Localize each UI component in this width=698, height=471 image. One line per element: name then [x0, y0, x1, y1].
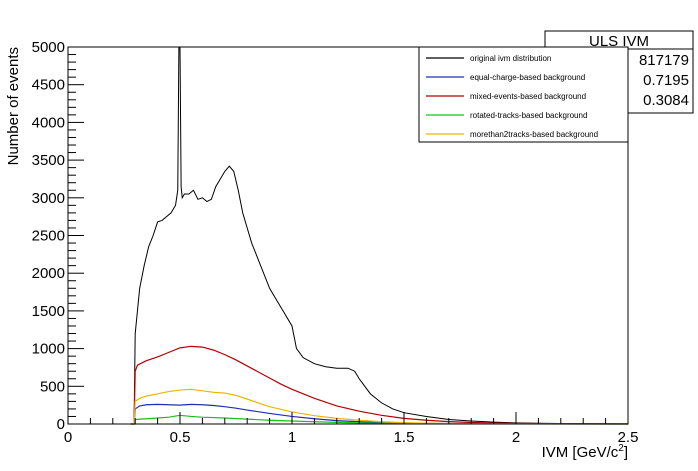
series-layer [130, 46, 629, 425]
y-tick-label: 0 [57, 416, 65, 433]
legend-label: equal-charge-based background [470, 73, 585, 82]
stats-box-value: 0.7195 [643, 72, 689, 89]
series-line-1 [130, 46, 629, 425]
y-tick-label: 3000 [32, 190, 65, 207]
y-tick-label: 1500 [32, 303, 65, 320]
series-line-5 [130, 388, 629, 425]
legend-label: mixed-events-based background [470, 92, 586, 101]
y-tick-label: 5000 [32, 39, 65, 56]
y-tick-label: 4500 [32, 77, 65, 94]
y-tick-label: 4000 [32, 114, 65, 131]
x-tick-label: 0 [64, 429, 72, 446]
y-tick-label: 3500 [32, 152, 65, 169]
x-tick-label: 2.5 [618, 429, 639, 446]
legend-label: rotated-tracks-based background [470, 111, 587, 120]
x-tick-label: 1.5 [394, 429, 415, 446]
legend-label: original ivm distribution [470, 54, 551, 63]
stats-box-values: 817179 0.7195 0.3084 [639, 52, 689, 109]
legend: original ivm distribution equal-charge-ba… [418, 46, 629, 143]
x-tick-label: 2 [512, 429, 520, 446]
legend-label: morethan2tracks-based background [470, 130, 598, 139]
x-tick-label: 0.5 [170, 429, 191, 446]
stats-box-value: 817179 [639, 52, 689, 69]
y-axis-title: Number of events [5, 47, 22, 165]
y-tick-label: 2500 [32, 228, 65, 245]
x-tick-label: 1 [288, 429, 296, 446]
y-tick-label: 1000 [32, 341, 65, 358]
stats-box-value: 0.3084 [643, 92, 689, 109]
series-line-4 [130, 414, 629, 425]
legend-frame [418, 46, 629, 143]
legend-items: original ivm distribution equal-charge-ba… [426, 54, 598, 139]
stats-box-title: ULS IVM [589, 33, 649, 50]
axis-layer: 0 0.5 1 1.5 2 2.5 0 500 1000 1500 2000 2500 3000 3500… [32, 39, 639, 446]
y-tick-label: 500 [40, 378, 65, 395]
y-tick-label: 2000 [32, 265, 65, 282]
x-axis-title: IVM [GeV/c2] [542, 443, 628, 461]
